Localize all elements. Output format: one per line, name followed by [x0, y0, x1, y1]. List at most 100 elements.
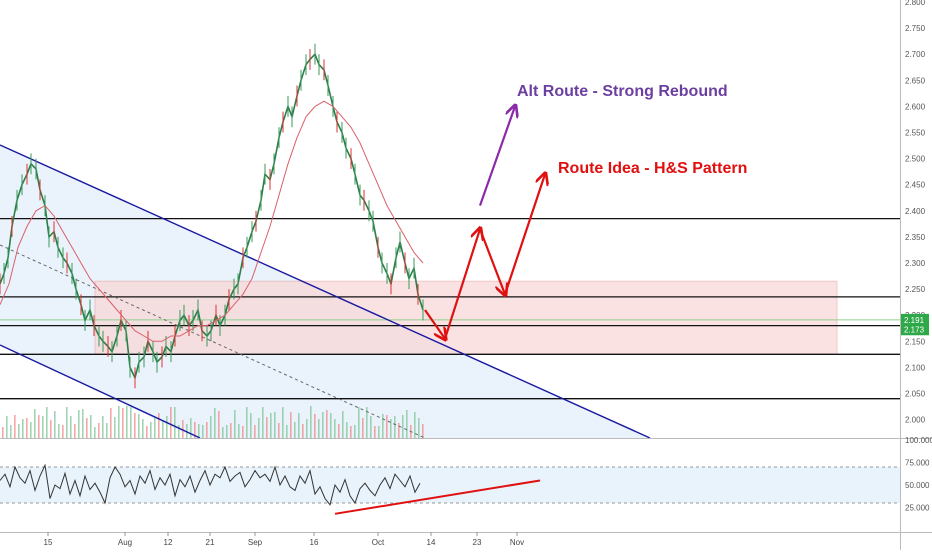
volume-bar	[266, 417, 268, 438]
price-y-tick: 2.500	[905, 155, 926, 164]
volume-bar	[258, 418, 260, 438]
x-tick-label: Sep	[248, 538, 263, 547]
price-y-tick: 2.400	[905, 207, 926, 216]
price-y-tick: 2.700	[905, 50, 926, 59]
volume-bar	[362, 418, 364, 438]
volume-bar	[270, 413, 272, 438]
volume-bar	[182, 420, 184, 438]
volume-bar	[286, 425, 288, 438]
volume-bar	[82, 409, 84, 438]
volume-bar	[70, 416, 72, 438]
oscillator-y-tick: 25.000	[905, 504, 930, 513]
moving-average-line	[0, 100, 424, 342]
x-tick-label: Nov	[510, 538, 524, 547]
volume-bar	[50, 420, 52, 438]
price-y-tick: 2.550	[905, 128, 926, 137]
price-y-tick: 2.150	[905, 337, 926, 346]
volume-bar	[398, 423, 400, 438]
price-y-tick: 2.750	[905, 24, 926, 33]
volume-bar	[330, 413, 332, 438]
price-tag-box	[901, 323, 929, 336]
volume-bar	[378, 426, 380, 438]
route-arrows-layer	[424, 106, 545, 339]
volume-bar	[294, 422, 296, 438]
volume-bar	[74, 424, 76, 438]
volume-bar	[94, 427, 96, 438]
price-y-tick: 2.600	[905, 102, 926, 111]
volume-bar	[262, 407, 264, 438]
volume-bar	[98, 423, 100, 438]
x-tick-label: 12	[164, 538, 173, 547]
volume-bar	[250, 413, 252, 438]
volume-bar	[110, 408, 112, 438]
volume-bar	[202, 425, 204, 438]
volume-bar	[350, 426, 352, 438]
volume-bar	[34, 409, 36, 438]
volume-bar	[290, 412, 292, 438]
x-tick-label: 21	[206, 538, 215, 547]
route-idea-arrow	[443, 229, 480, 339]
volume-bar	[206, 422, 208, 438]
volume-bar	[134, 413, 136, 438]
route-idea-arrow	[424, 309, 445, 339]
volume-bar	[282, 407, 284, 438]
volume-bar	[246, 407, 248, 438]
volume-layer	[2, 406, 424, 438]
volume-bar	[42, 416, 44, 438]
volume-bar	[402, 415, 404, 438]
volume-bar	[386, 415, 388, 438]
channel-lower-line	[0, 344, 201, 439]
volume-bar	[394, 416, 396, 438]
volume-bar	[26, 418, 28, 438]
volume-bar	[130, 407, 132, 438]
volume-bar	[254, 425, 256, 438]
volume-bar	[138, 414, 140, 438]
volume-bar	[178, 425, 180, 438]
volume-bar	[146, 426, 148, 438]
volume-bar	[10, 425, 12, 438]
volume-bar	[90, 415, 92, 438]
volume-bar	[406, 410, 408, 438]
volume-bar	[150, 422, 152, 438]
volume-bar	[142, 419, 144, 438]
oscillator-trendline	[334, 479, 541, 515]
volume-bar	[214, 408, 216, 438]
volume-bar	[118, 406, 120, 438]
volume-bar	[370, 416, 372, 438]
volume-bar	[374, 426, 376, 438]
series-layer	[0, 43, 424, 389]
route-idea-arrow	[478, 228, 505, 294]
volume-bar	[234, 410, 236, 438]
volume-bar	[414, 412, 416, 438]
volume-bar	[278, 423, 280, 438]
volume-bar	[274, 412, 276, 438]
volume-bar	[418, 418, 420, 438]
volume-bar	[342, 411, 344, 438]
volume-bar	[174, 407, 176, 438]
volume-bar	[106, 423, 108, 438]
price-tag-label: 2.191	[904, 316, 925, 325]
volume-bar	[338, 424, 340, 438]
volume-bar	[18, 424, 20, 438]
volume-bar	[422, 424, 424, 438]
price-y-tick: 2.650	[905, 76, 926, 85]
volume-bar	[162, 421, 164, 438]
channel-upper-line	[0, 144, 651, 439]
oscillator-y-tick: 75.000	[905, 459, 930, 468]
target-zone	[94, 280, 838, 355]
volume-bar	[186, 424, 188, 438]
volume-bar	[14, 415, 16, 438]
volume-bar	[166, 416, 168, 438]
volume-bar	[38, 415, 40, 438]
price-tag-label: 2.173	[904, 325, 925, 334]
volume-bar	[170, 407, 172, 438]
oscillator-layer	[0, 463, 900, 515]
volume-bar	[390, 419, 392, 438]
route-idea-label: Route Idea - H&S Pattern	[558, 160, 747, 177]
volume-bar	[62, 425, 64, 438]
price-y-tick: 2.300	[905, 259, 926, 268]
volume-bar	[210, 416, 212, 438]
